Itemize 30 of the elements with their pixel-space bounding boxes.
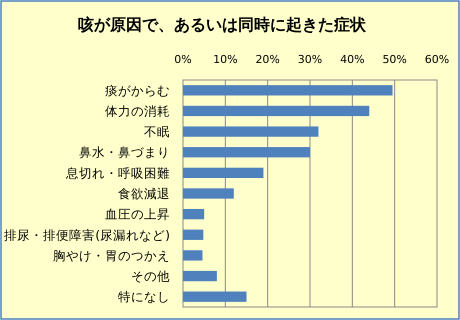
bar xyxy=(183,147,310,158)
bar xyxy=(183,230,204,240)
bar xyxy=(183,292,246,302)
bar xyxy=(183,168,264,178)
chart-title: 咳が原因で、あるいは同時に起きた症状 xyxy=(78,15,367,34)
y-tick-label: 痰がからむ xyxy=(105,82,170,98)
x-tick-label: 40% xyxy=(340,53,365,66)
x-tick-label: 30% xyxy=(298,53,322,66)
y-tick-label: 胸やけ・胃のつかえ xyxy=(53,248,170,263)
y-tick-label: 鼻水・鼻づまり xyxy=(79,144,170,160)
bar xyxy=(183,270,217,282)
y-tick-label: 体力の消耗 xyxy=(105,103,170,118)
y-tick-label: 特になし xyxy=(118,289,170,304)
y-tick-label: 食欲減退 xyxy=(118,186,170,201)
x-tick-label: 50% xyxy=(382,53,407,66)
y-tick-label: 排尿・排便障害(尿漏れなど) xyxy=(4,227,170,242)
y-tick-label: 不眠 xyxy=(144,124,170,140)
bar xyxy=(183,250,202,261)
x-tick-label: 0% xyxy=(174,53,192,66)
bar xyxy=(183,85,393,96)
bar xyxy=(183,188,234,199)
x-tick-label: 20% xyxy=(255,53,280,66)
bar xyxy=(183,208,204,220)
bar xyxy=(183,106,370,116)
y-tick-label: 息切れ・呼吸困難 xyxy=(65,165,170,180)
x-tick-label: 60% xyxy=(424,53,450,66)
y-tick-label: 血圧の上昇 xyxy=(105,206,170,222)
x-tick-label: 10% xyxy=(213,53,238,66)
bar xyxy=(183,126,318,137)
y-tick-label: その他 xyxy=(131,268,170,284)
